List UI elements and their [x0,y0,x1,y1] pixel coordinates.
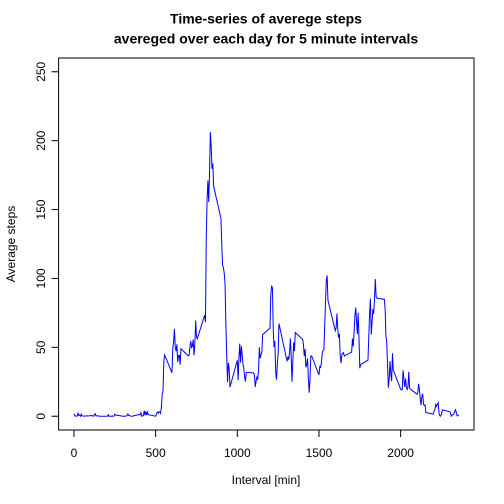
y-axis-label: Average steps [4,206,18,283]
x-tick-label: 1000 [224,446,251,460]
x-tick-label: 0 [71,446,78,460]
plot-box [58,57,475,431]
y-tick-label: 100 [34,268,48,288]
y-tick-label: 0 [34,413,48,420]
data-line [73,132,460,418]
chart-title: Time-series of averege steps [170,11,362,27]
y-tick-label: 150 [34,199,48,219]
y-tick-label: 50 [34,340,48,354]
chart-subtitle: avereged over each day for 5 minute inte… [114,31,418,47]
y-tick-label: 250 [34,61,48,81]
y-tick-label: 200 [34,130,48,150]
x-tick-label: 1500 [306,446,333,460]
x-tick-label: 2000 [387,446,414,460]
x-axis-label: Interval [min] [232,473,301,487]
x-tick-label: 500 [146,446,166,460]
